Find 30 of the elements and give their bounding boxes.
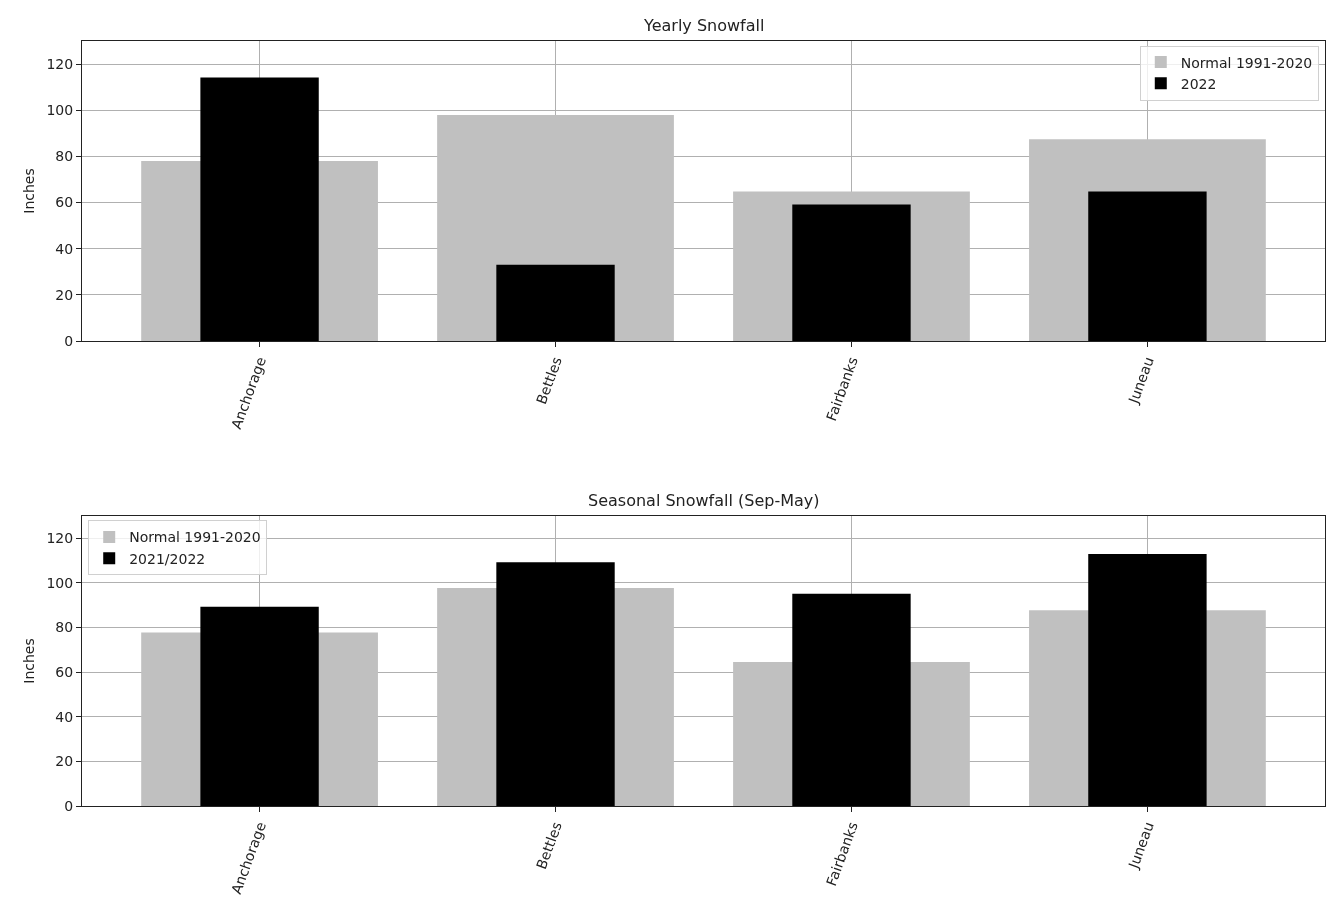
bar [200,606,319,806]
y-tick-label: 80 [55,619,74,636]
legend-label: Normal 1991-2020 [1180,54,1313,71]
bar [792,204,911,341]
y-tick-label: 20 [55,286,74,303]
y-tick-label: 120 [46,55,74,72]
legend-label: 2021/2022 [129,550,206,567]
bar [496,264,615,341]
y-axis-title: Inches [21,168,38,214]
chart-title: Yearly Snowfall [643,16,765,35]
y-tick-label: 100 [46,574,74,591]
legend-label: Normal 1991-2020 [129,529,261,546]
bar [496,562,615,806]
y-tick-label: 40 [55,240,74,257]
legend-label: 2022 [1180,75,1217,92]
y-tick-label: 0 [64,797,74,814]
bar [200,77,319,341]
y-tick-label: 80 [55,148,74,165]
chart-title: Seasonal Snowfall (Sep-May) [588,491,820,510]
y-tick-label: 60 [55,664,74,681]
bar [1088,553,1207,806]
bar [1088,191,1207,341]
y-tick-label: 100 [46,102,74,119]
y-tick-label: 20 [55,753,74,770]
y-tick-label: 120 [46,530,74,547]
y-tick-label: 40 [55,708,74,725]
y-tick-label: 0 [64,332,74,349]
y-axis-title: Inches [21,638,38,684]
bar [792,593,911,806]
y-tick-label: 60 [55,194,74,211]
